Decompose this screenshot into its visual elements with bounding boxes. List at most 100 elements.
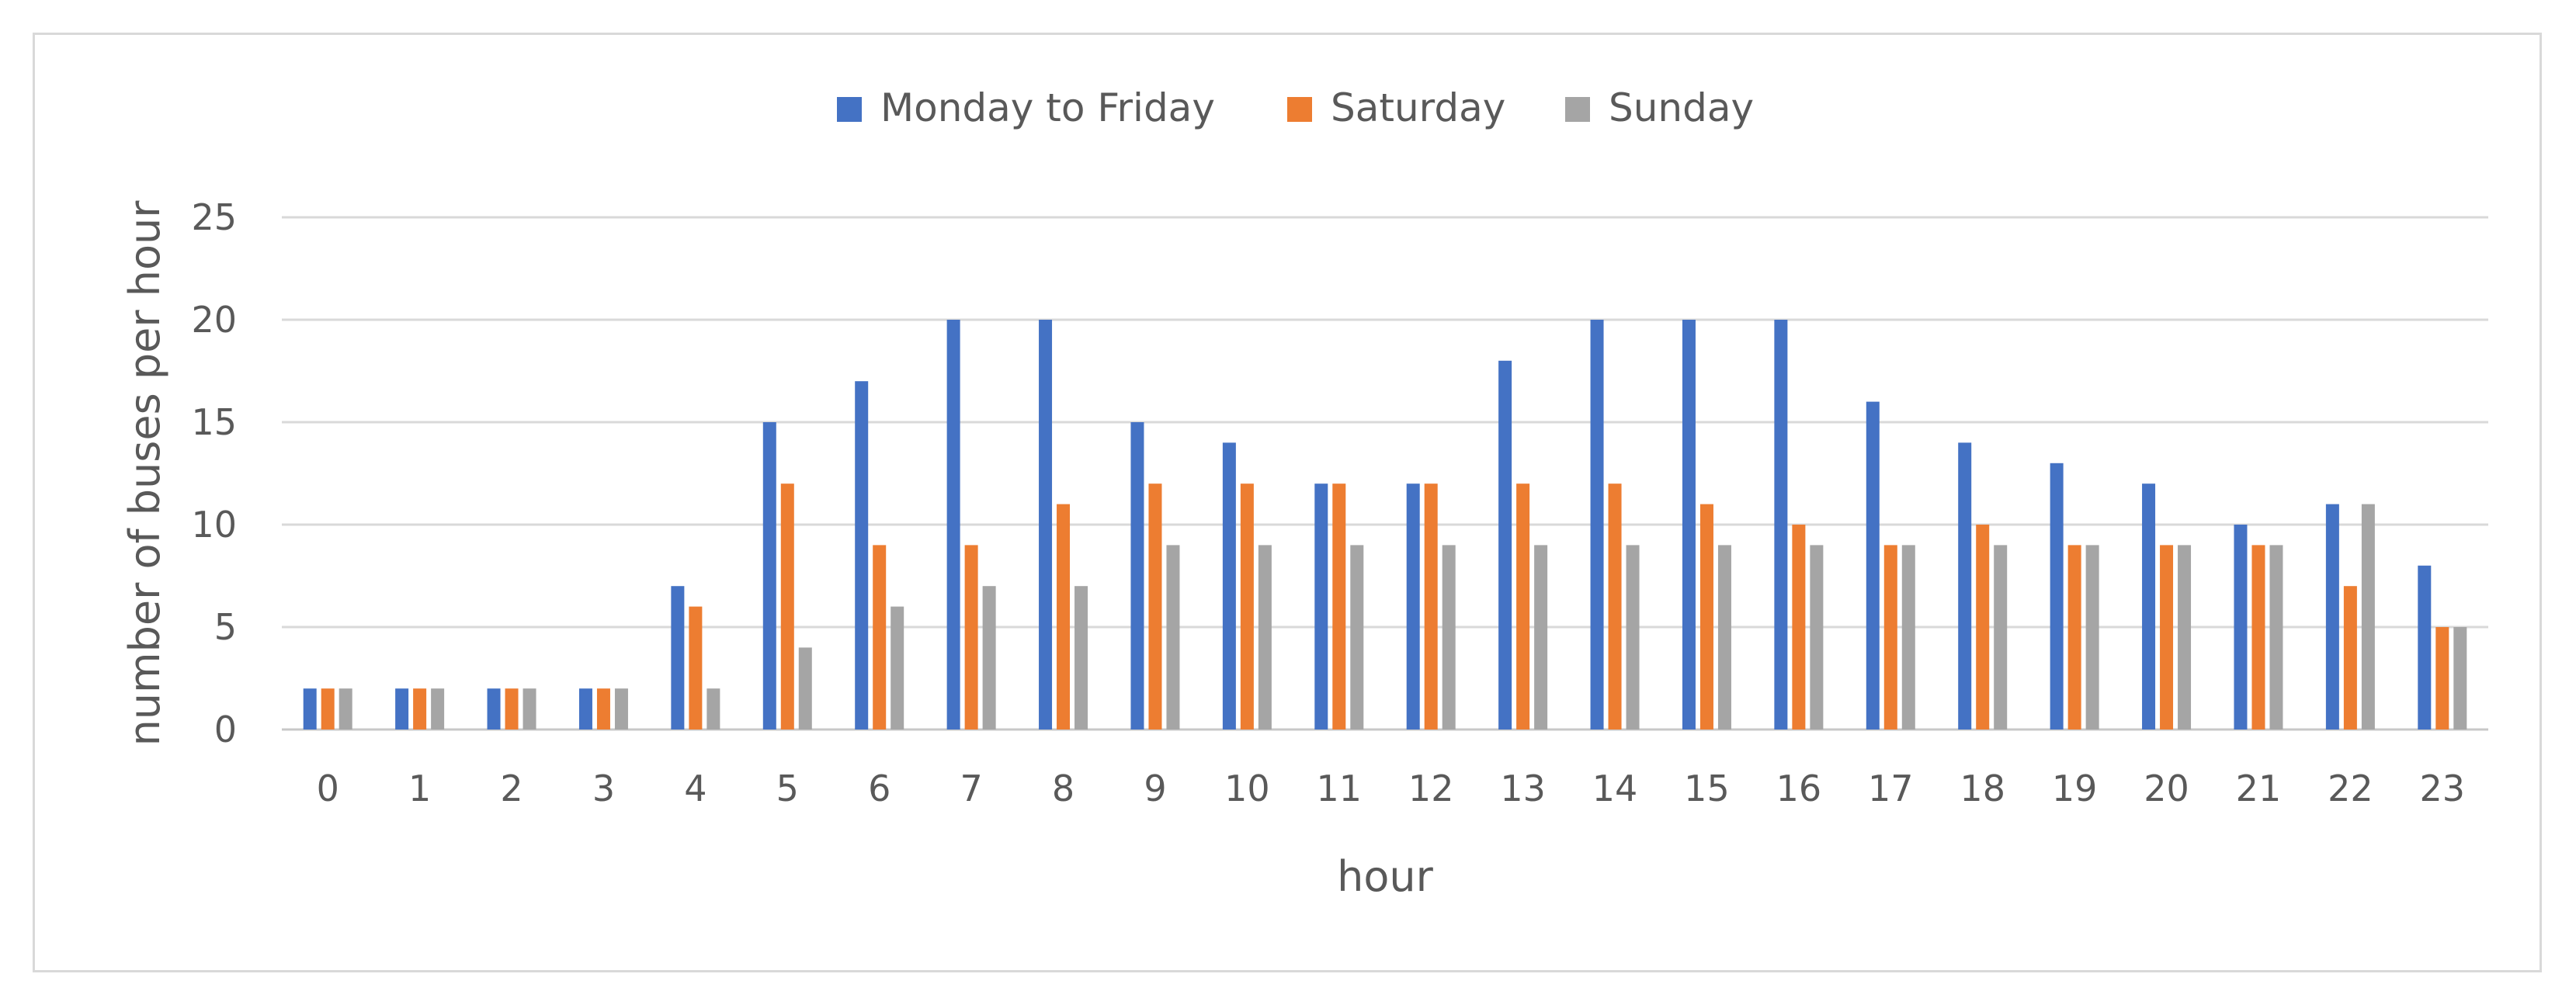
x-tick-label: 9 <box>1144 768 1166 809</box>
bar <box>873 545 887 729</box>
bar <box>2325 504 2339 729</box>
bar <box>1424 483 1438 729</box>
bar <box>798 647 812 729</box>
bar <box>1057 504 1071 729</box>
bar <box>395 688 409 729</box>
bar <box>2178 545 2192 729</box>
bar <box>2453 627 2467 729</box>
legend-swatch <box>837 97 862 122</box>
bar <box>1608 483 1622 729</box>
x-tick-label: 4 <box>684 768 706 809</box>
bar <box>2160 545 2174 729</box>
bar <box>1976 525 1990 729</box>
bar <box>1699 504 1713 729</box>
y-axis-ticks: 0 5 10 15 20 25 <box>191 196 237 750</box>
bar <box>1792 525 1806 729</box>
x-tick-label: 23 <box>2420 768 2466 809</box>
bar <box>1534 545 1548 729</box>
bar <box>431 688 445 729</box>
x-tick-label: 14 <box>1592 768 1638 809</box>
bar <box>1258 545 1272 729</box>
legend-label: Saturday <box>1331 85 1505 130</box>
bars <box>303 320 2467 729</box>
bar <box>1332 483 1346 729</box>
bar <box>890 606 904 729</box>
bar <box>2251 545 2265 729</box>
x-tick-label: 20 <box>2144 768 2189 809</box>
bar <box>1994 545 2008 729</box>
y-axis-title: number of buses per hour <box>120 200 169 747</box>
bar <box>2418 565 2432 729</box>
bar <box>2234 525 2248 729</box>
x-tick-label: 12 <box>1408 768 1454 809</box>
bar <box>578 688 592 729</box>
bar <box>1774 320 1788 729</box>
bar <box>855 381 869 729</box>
bar <box>762 422 776 729</box>
x-tick-label: 8 <box>1052 768 1074 809</box>
bar <box>1682 320 1696 729</box>
bar <box>2067 545 2081 729</box>
bar <box>614 688 628 729</box>
chart-frame <box>33 33 2542 972</box>
bar <box>2085 545 2099 729</box>
bar <box>1717 545 1731 729</box>
x-tick-label: 3 <box>592 768 615 809</box>
bar <box>1590 320 1604 729</box>
bar <box>1350 545 1364 729</box>
bar <box>689 606 703 729</box>
x-tick-label: 6 <box>868 768 890 809</box>
bar <box>1222 442 1236 729</box>
x-tick-label: 5 <box>776 768 799 809</box>
bar <box>964 545 978 729</box>
bar <box>1130 422 1144 729</box>
bar <box>487 688 501 729</box>
bar <box>413 688 427 729</box>
legend-swatch <box>1565 97 1590 122</box>
bar <box>780 483 794 729</box>
x-tick-label: 0 <box>317 768 339 809</box>
bar <box>596 688 610 729</box>
bar <box>505 688 519 729</box>
legend-swatch <box>1287 97 1312 122</box>
bar <box>2343 586 2357 729</box>
bar <box>303 688 317 729</box>
bar <box>2050 463 2064 729</box>
bar <box>1883 545 1897 729</box>
bar <box>1166 545 1180 729</box>
x-tick-label: 21 <box>2236 768 2282 809</box>
x-tick-label: 2 <box>500 768 522 809</box>
y-tick-label: 20 <box>191 299 237 341</box>
y-tick-label: 5 <box>214 606 237 648</box>
bar <box>2269 545 2283 729</box>
y-tick-label: 15 <box>191 401 237 443</box>
bar <box>1498 360 1512 729</box>
bar <box>706 688 720 729</box>
legend-label: Monday to Friday <box>880 85 1215 130</box>
x-tick-label: 13 <box>1500 768 1546 809</box>
legend: Monday to Friday Saturday Sunday <box>837 85 1754 130</box>
x-tick-label: 10 <box>1224 768 1270 809</box>
bar <box>1958 442 1972 729</box>
x-tick-label: 7 <box>960 768 982 809</box>
x-tick-label: 18 <box>1960 768 2005 809</box>
bar <box>1866 401 1880 729</box>
gridlines <box>282 216 2488 731</box>
bar <box>338 688 352 729</box>
x-tick-label: 19 <box>2052 768 2098 809</box>
bar <box>2435 627 2449 729</box>
x-tick-label: 1 <box>408 768 431 809</box>
x-tick-label: 22 <box>2328 768 2373 809</box>
x-axis-ticks: 0 1 2 3 4 5 6 7 8 9 10 11 12 13 14 15 16 17 18 19 20 21 22 23 <box>317 768 2465 809</box>
x-tick-label: 16 <box>1776 768 1822 809</box>
bar <box>1314 483 1328 729</box>
bar <box>1516 483 1530 729</box>
bar <box>1810 545 1824 729</box>
bar <box>982 586 996 729</box>
bar <box>522 688 536 729</box>
x-tick-label: 11 <box>1317 768 1363 809</box>
x-tick-label: 15 <box>1684 768 1730 809</box>
bar <box>2361 504 2375 729</box>
bar <box>946 320 960 729</box>
